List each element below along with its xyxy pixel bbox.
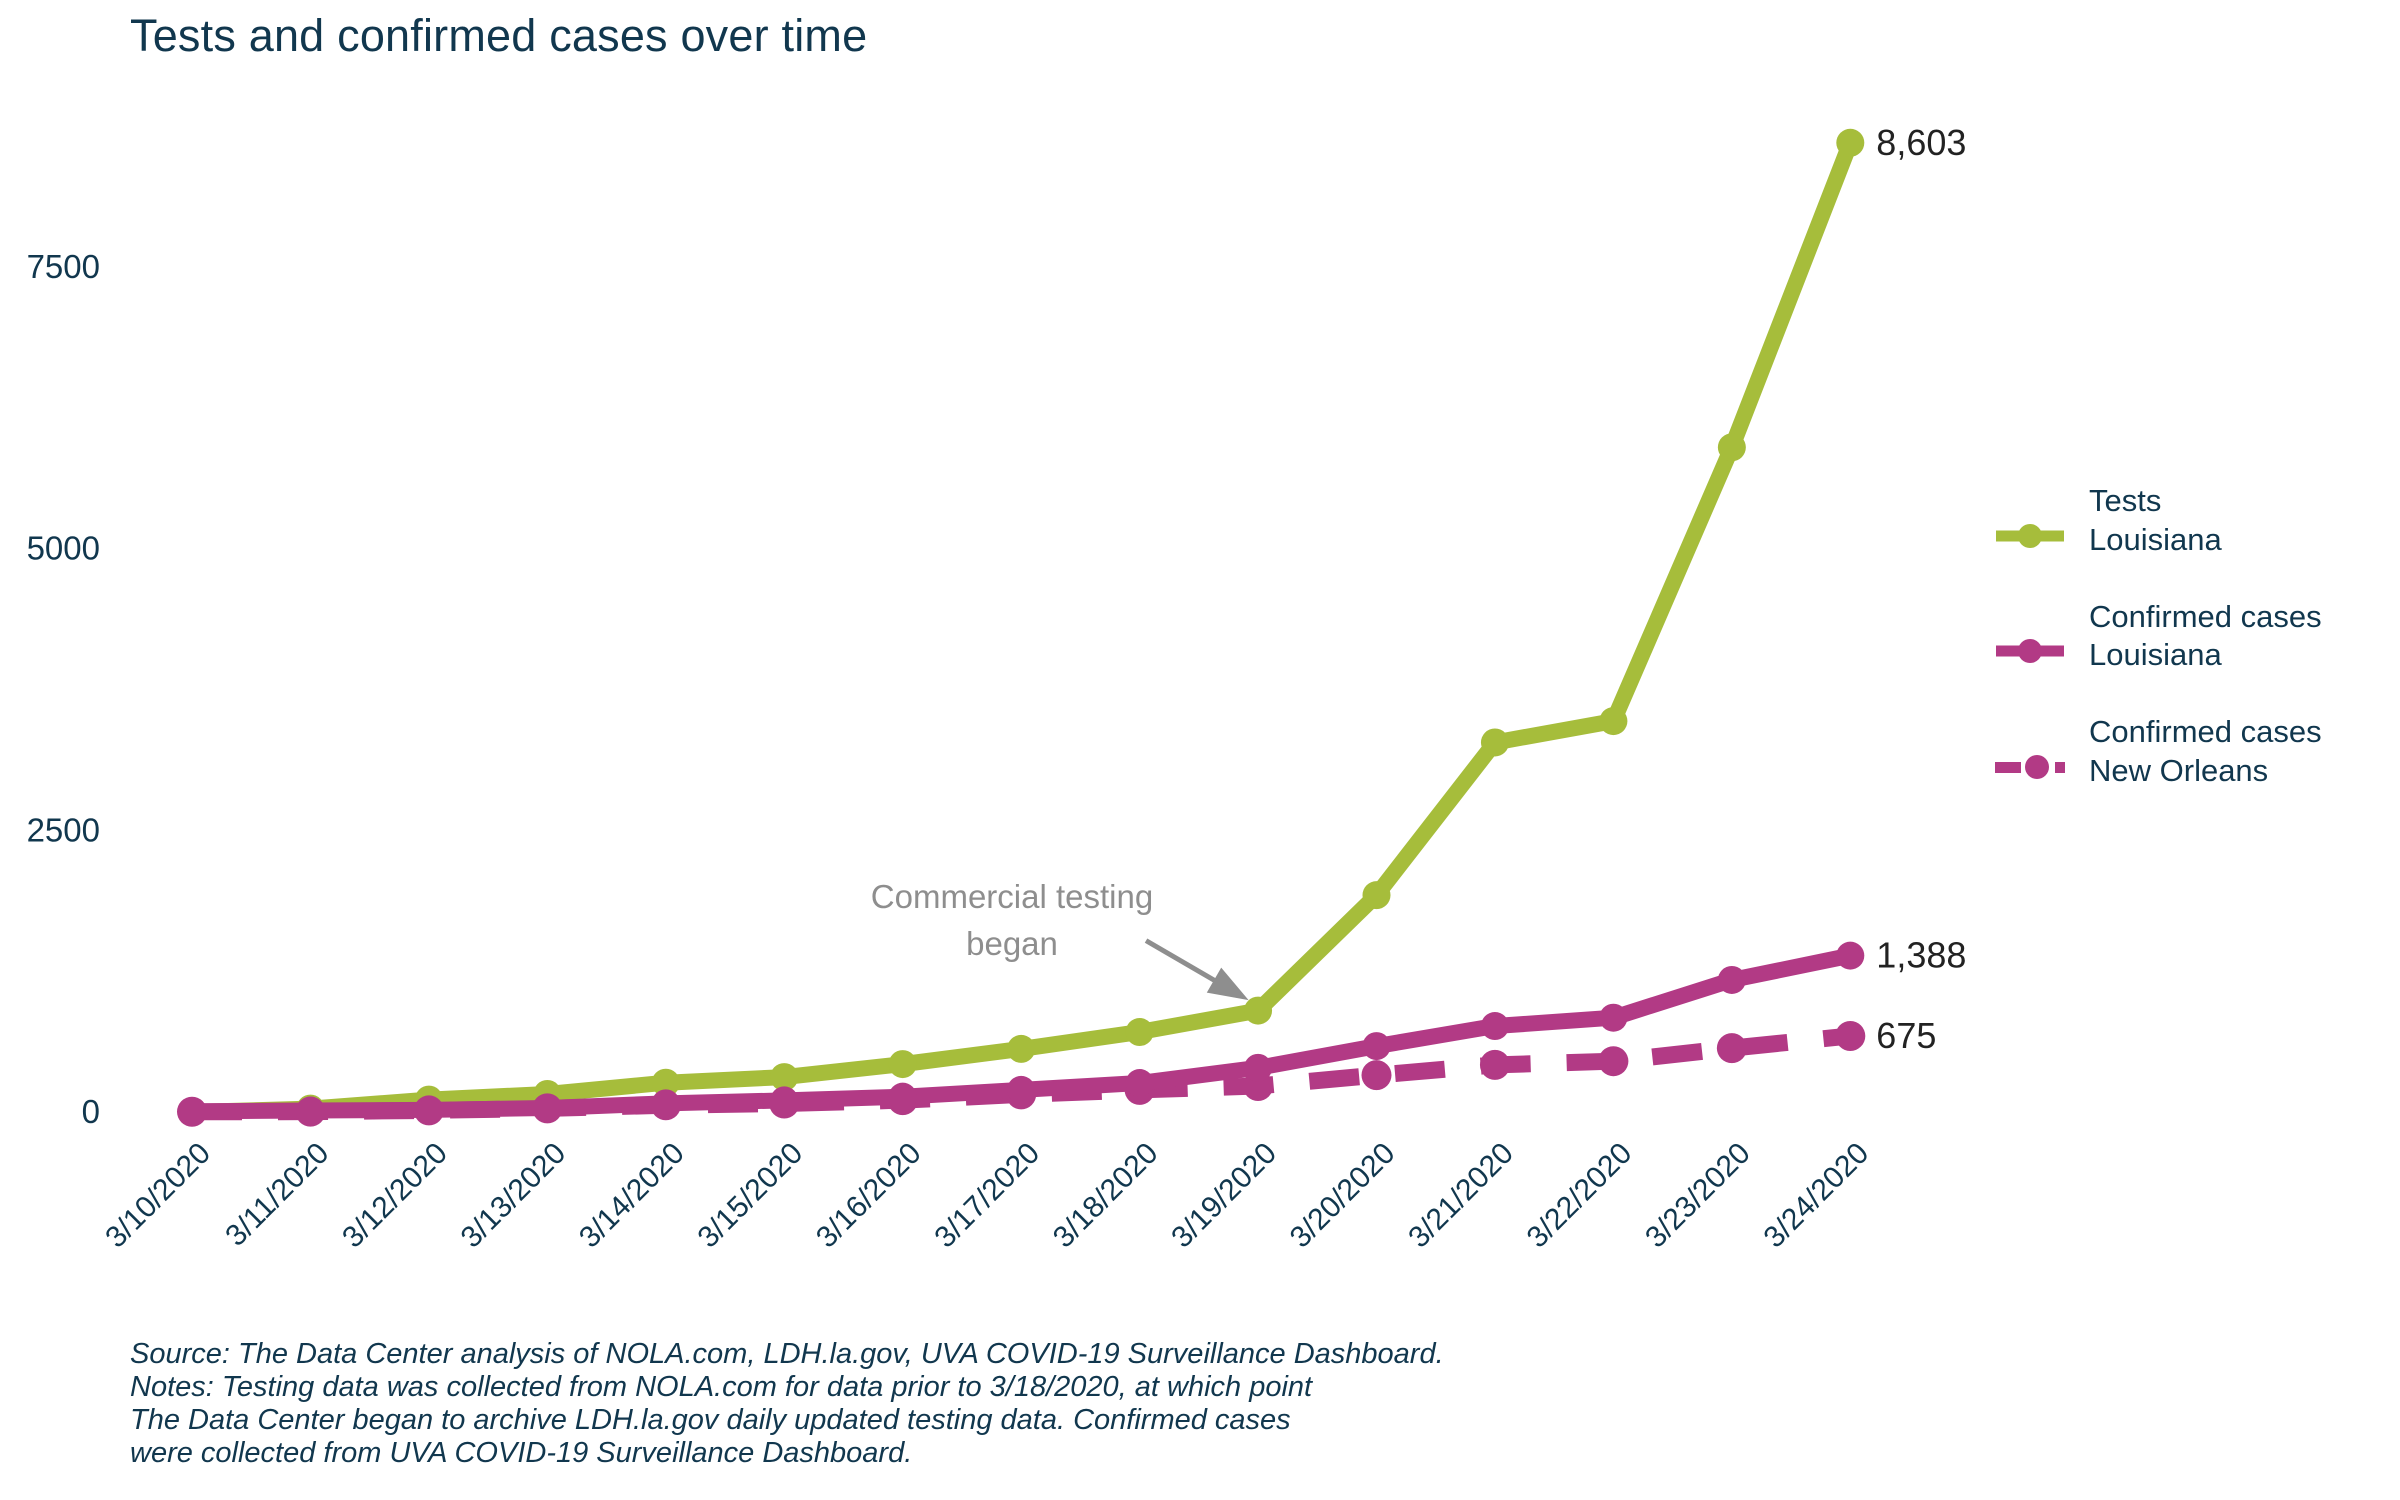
- legend-label: Confirmed cases Louisiana: [2089, 598, 2322, 676]
- data-point: [1716, 1033, 1747, 1064]
- data-point: [651, 1068, 680, 1097]
- annotation-arrow-line: [1144, 938, 1217, 983]
- annotation-line1: Commercial testing: [870, 878, 1154, 915]
- y-axis-tick-label: 5000: [27, 530, 100, 567]
- data-point: [296, 1096, 325, 1125]
- x-axis-tick-label: 3/11/2020: [219, 1137, 335, 1253]
- legend-region-name: Louisiana: [2089, 637, 2222, 673]
- end-value-label: 8,603: [1876, 122, 1966, 163]
- legend-item-tests-louisiana: Tests Louisiana: [1995, 482, 2395, 560]
- notes-line: were collected from UVA COVID-19 Surveil…: [130, 1437, 913, 1470]
- data-point: [1244, 996, 1273, 1025]
- end-value-label: 1,388: [1876, 935, 1966, 976]
- annotation-line2: began: [966, 924, 1058, 962]
- data-point: [1125, 1069, 1154, 1098]
- data-point: [1836, 941, 1865, 970]
- data-point: [178, 1097, 206, 1126]
- source-line: Source: The Data Center analysis of NOLA…: [130, 1338, 1444, 1370]
- legend-item-confirmed-cases-new-orleans: Confirmed cases New Orleans: [1995, 713, 2395, 791]
- legend-series-name: Tests: [2089, 483, 2162, 518]
- y-axis-tick-label: 2500: [27, 811, 100, 848]
- data-point: [1480, 1012, 1509, 1041]
- x-axis-tick-label: 3/16/2020: [810, 1137, 928, 1255]
- data-point: [1007, 1075, 1036, 1104]
- x-axis-tick-label: 3/18/2020: [1047, 1137, 1165, 1255]
- legend-swatch-solid-green-icon: [1996, 523, 2064, 548]
- data-point: [1244, 1053, 1273, 1082]
- legend-swatch-solid-magenta-icon: [1996, 639, 2064, 663]
- x-axis-tick-label: 3/19/2020: [1165, 1137, 1283, 1255]
- legend-series-name: Confirmed cases: [2089, 714, 2322, 749]
- legend-region-name: Louisiana: [2089, 521, 2222, 557]
- data-point: [770, 1063, 799, 1092]
- legend-label: Tests Louisiana: [2089, 482, 2222, 560]
- notes-line: Notes: Testing data was collected from N…: [130, 1371, 1313, 1404]
- data-point: [1835, 1020, 1866, 1051]
- legend-swatch-dashed-magenta-icon: [1995, 754, 2065, 779]
- y-axis-tick-label: 7500: [27, 248, 100, 285]
- data-point: [1007, 1034, 1036, 1063]
- data-point: [1836, 128, 1865, 157]
- data-point: [1599, 1003, 1628, 1032]
- source-notes: Source: The Data Center analysis of NOLA…: [130, 1338, 1630, 1470]
- data-point: [1362, 1032, 1391, 1061]
- x-axis-tick-label: 3/22/2020: [1521, 1137, 1639, 1255]
- data-point: [1479, 1049, 1510, 1080]
- data-point: [651, 1089, 680, 1118]
- legend-item-confirmed-cases-louisiana: Confirmed cases Louisiana: [1995, 598, 2395, 676]
- data-point: [1717, 965, 1746, 994]
- x-axis-tick-label: 3/23/2020: [1639, 1137, 1757, 1255]
- legend: Tests Louisiana Confirmed cases Louisian…: [1995, 482, 2395, 791]
- data-point: [1480, 728, 1509, 757]
- data-point: [888, 1082, 917, 1111]
- chart-title: Tests and confirmed cases over time: [130, 10, 868, 61]
- x-axis-tick-label: 3/10/2020: [99, 1137, 217, 1255]
- data-point: [414, 1095, 443, 1124]
- data-point: [533, 1093, 562, 1122]
- data-point: [770, 1086, 799, 1115]
- annotation-commercial-testing: Commercial testing began: [682, 874, 1342, 968]
- x-axis-tick-label: 3/13/2020: [455, 1137, 573, 1255]
- x-axis-tick-label: 3/21/2020: [1402, 1137, 1520, 1255]
- data-point: [1717, 433, 1746, 462]
- x-axis-tick-label: 3/24/2020: [1758, 1137, 1876, 1255]
- notes-line: The Data Center began to archive LDH.la.…: [130, 1404, 1291, 1437]
- y-axis-tick-label: 0: [82, 1093, 100, 1130]
- x-axis-tick-label: 3/17/2020: [928, 1137, 1046, 1255]
- end-value-label: 675: [1876, 1015, 1936, 1056]
- x-axis-tick-label: 3/12/2020: [336, 1137, 454, 1255]
- legend-series-name: Confirmed cases: [2089, 598, 2322, 634]
- annotation-arrowhead-icon: [1206, 967, 1249, 1001]
- x-axis-tick-label: 3/14/2020: [573, 1137, 691, 1255]
- legend-label: Confirmed cases New Orleans: [2089, 713, 2322, 791]
- x-axis-tick-label: 3/20/2020: [1284, 1137, 1402, 1255]
- legend-region-name: New Orleans: [2089, 752, 2269, 788]
- data-point: [1362, 881, 1391, 910]
- data-point: [1598, 1046, 1629, 1077]
- data-point: [1361, 1060, 1392, 1091]
- data-point: [1599, 707, 1628, 736]
- data-point: [1125, 1018, 1154, 1047]
- data-point: [888, 1050, 917, 1079]
- x-axis-tick-label: 3/15/2020: [691, 1137, 809, 1255]
